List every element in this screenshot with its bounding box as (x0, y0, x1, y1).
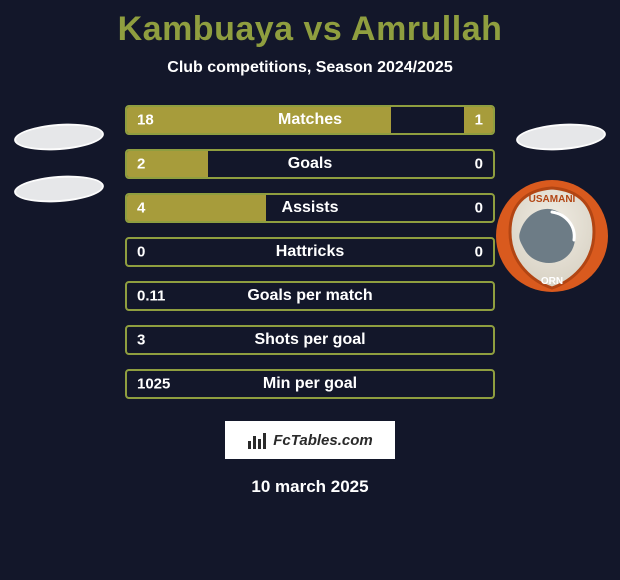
stat-row: 2 Goals 0 (125, 149, 495, 179)
stat-fill-left (127, 107, 391, 133)
stat-label: Shots per goal (254, 331, 365, 349)
stat-value-right: 0 (475, 156, 483, 173)
date-text: 10 march 2025 (251, 477, 368, 497)
stat-value-left: 1025 (137, 376, 170, 393)
stat-row: 1025 Min per goal (125, 369, 495, 399)
stat-value-left: 0 (137, 244, 145, 261)
watermark-bars-icon (247, 431, 267, 449)
container: Kambuaya vs Amrullah Club competitions, … (0, 0, 620, 580)
stat-row: 4 Assists 0 (125, 193, 495, 223)
watermark-text: FcTables.com (273, 432, 372, 449)
subtitle: Club competitions, Season 2024/2025 (167, 59, 452, 77)
stat-value-left: 0.11 (137, 288, 165, 305)
page-title: Kambuaya vs Amrullah (118, 10, 503, 49)
stat-value-left: 3 (137, 332, 145, 349)
stat-value-right: 1 (475, 112, 483, 129)
stat-value-right: 0 (475, 244, 483, 261)
stat-label: Min per goal (263, 375, 357, 393)
stat-value-left: 18 (137, 112, 154, 129)
stat-label: Goals (288, 155, 332, 173)
stat-row: 3 Shots per goal (125, 325, 495, 355)
watermark: FcTables.com (225, 421, 395, 459)
stat-label: Goals per match (247, 287, 372, 305)
stat-label: Matches (278, 111, 342, 129)
stat-label: Hattricks (276, 243, 344, 261)
stat-fill-left (127, 195, 266, 221)
stat-value-left: 2 (137, 156, 145, 173)
stats-area: 18 Matches 1 2 Goals 0 4 Assists 0 0 Hat… (0, 105, 620, 399)
stat-value-left: 4 (137, 200, 145, 217)
stat-row: 18 Matches 1 (125, 105, 495, 135)
stat-row: 0 Hattricks 0 (125, 237, 495, 267)
stat-value-right: 0 (475, 200, 483, 217)
stat-label: Assists (282, 199, 339, 217)
stat-row: 0.11 Goals per match (125, 281, 495, 311)
